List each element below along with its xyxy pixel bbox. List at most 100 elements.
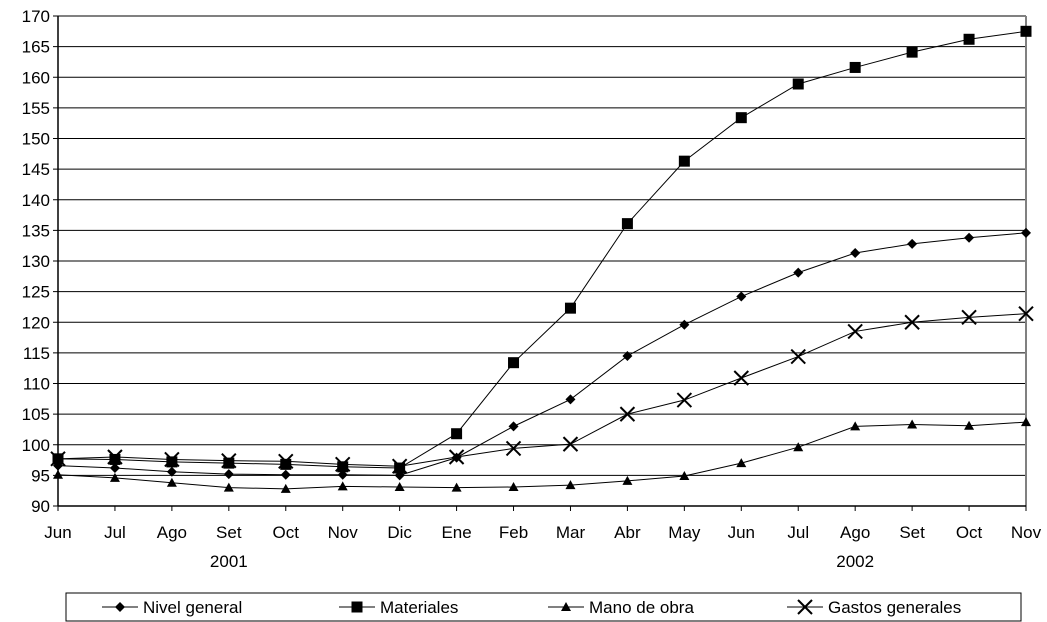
- data-point: [451, 482, 462, 492]
- x-tick-label: Jul: [787, 523, 809, 542]
- x-tick-label: Ago: [840, 523, 870, 542]
- legend-label: Gastos generales: [828, 598, 961, 617]
- legend: Nivel general Materiales Mano de obra Gasto…: [65, 592, 1022, 622]
- data-point: [850, 248, 861, 259]
- data-point: [621, 218, 633, 230]
- data-point: [334, 456, 351, 473]
- x-tick-label: Mar: [556, 523, 586, 542]
- data-point: [448, 449, 465, 465]
- series-line: [57, 232, 1027, 476]
- legend-marker: [797, 599, 813, 615]
- data-point: [963, 33, 975, 45]
- legend-label: Nivel general: [143, 598, 242, 617]
- data-point: [678, 155, 690, 167]
- data-point: [107, 449, 123, 465]
- data-point: [223, 482, 234, 492]
- data-point: [505, 440, 522, 457]
- x-axis-ticks: Jun Jul Ago Set Oct Nov Dic Ene Feb Mar Abr May Jun J…: [44, 506, 1042, 571]
- data-point: [109, 472, 120, 482]
- series-group: [50, 25, 1034, 493]
- data-point: [223, 469, 234, 480]
- data-point: [961, 309, 977, 326]
- data-point: [733, 370, 750, 386]
- data-point: [221, 452, 237, 469]
- y-tick-label: 135: [22, 221, 50, 240]
- y-axis-ticks: 90 95 100 105 110 115 120 125 130 135 140 145 150 155…: [22, 7, 58, 516]
- legend-item: Mano de obra: [548, 598, 694, 617]
- x-tick-label: Nov: [1011, 523, 1042, 542]
- data-point: [394, 482, 405, 492]
- legend-marker: [351, 601, 363, 613]
- x-tick-label: Nov: [328, 523, 359, 542]
- y-tick-label: 125: [22, 283, 50, 302]
- x-tick-label: Jun: [728, 523, 755, 542]
- data-point: [564, 302, 576, 314]
- series-mano-de-obra: [53, 417, 1031, 493]
- y-tick-label: 145: [22, 160, 50, 179]
- series-nivel-general: [53, 227, 1031, 481]
- data-point: [736, 291, 747, 302]
- data-point: [451, 428, 463, 440]
- legend-marker: [561, 602, 571, 611]
- x-tick-label: Abr: [614, 523, 641, 542]
- data-point: [907, 238, 918, 249]
- data-point: [1021, 417, 1031, 427]
- x-tick-label: Oct: [273, 523, 300, 542]
- y-tick-label: 110: [23, 375, 50, 394]
- y-tick-label: 100: [22, 436, 50, 455]
- y-tick-label: 155: [22, 99, 50, 118]
- legend-item: Nivel general: [102, 598, 242, 617]
- data-point: [223, 457, 235, 469]
- data-point: [679, 319, 690, 330]
- y-tick-label: 150: [22, 130, 50, 149]
- x-tick-label: May: [668, 523, 701, 542]
- x-tick-label: Jul: [104, 523, 126, 542]
- x-tick-label: Set: [899, 523, 925, 542]
- y-tick-label: 95: [31, 466, 50, 485]
- data-point: [849, 61, 861, 73]
- data-point: [565, 394, 576, 405]
- data-point: [964, 420, 975, 430]
- legend-item: Materiales: [339, 598, 458, 617]
- data-point: [904, 314, 920, 330]
- data-point: [622, 475, 633, 485]
- y-tick-label: 120: [22, 313, 50, 332]
- data-point: [166, 456, 178, 468]
- data-point: [508, 482, 519, 492]
- x-tick-label: Feb: [499, 523, 528, 542]
- data-point: [280, 483, 291, 493]
- data-point: [280, 469, 291, 480]
- series-line: [57, 313, 1027, 467]
- y-tick-label: 170: [22, 7, 50, 26]
- x-tick-label: Set: [216, 523, 242, 542]
- data-point: [280, 458, 292, 470]
- series-line: [57, 30, 1027, 469]
- data-point: [735, 112, 747, 124]
- data-point: [906, 46, 918, 58]
- data-point: [337, 461, 349, 473]
- gridlines: [58, 15, 1026, 507]
- data-point: [562, 436, 579, 452]
- y-tick-label: 160: [22, 68, 50, 87]
- data-point: [964, 232, 975, 243]
- data-point: [166, 466, 177, 477]
- legend-box: [65, 592, 1022, 622]
- data-point: [391, 458, 408, 474]
- data-point: [679, 470, 690, 480]
- data-point: [337, 481, 348, 491]
- y-tick-label: 140: [22, 191, 50, 210]
- data-point: [790, 348, 806, 365]
- x-tick-label: Ene: [441, 523, 471, 542]
- data-point: [166, 477, 177, 487]
- y-tick-label: 105: [22, 405, 50, 424]
- data-point: [109, 463, 120, 474]
- legend-item: Gastos generales: [787, 598, 961, 617]
- data-point: [1020, 25, 1032, 37]
- data-point: [508, 421, 519, 432]
- data-point: [736, 458, 747, 468]
- x-tick-label: Jun: [44, 523, 71, 542]
- y-tick-label: 115: [23, 344, 50, 363]
- data-point: [394, 462, 406, 474]
- legend-label: Mano de obra: [589, 598, 694, 617]
